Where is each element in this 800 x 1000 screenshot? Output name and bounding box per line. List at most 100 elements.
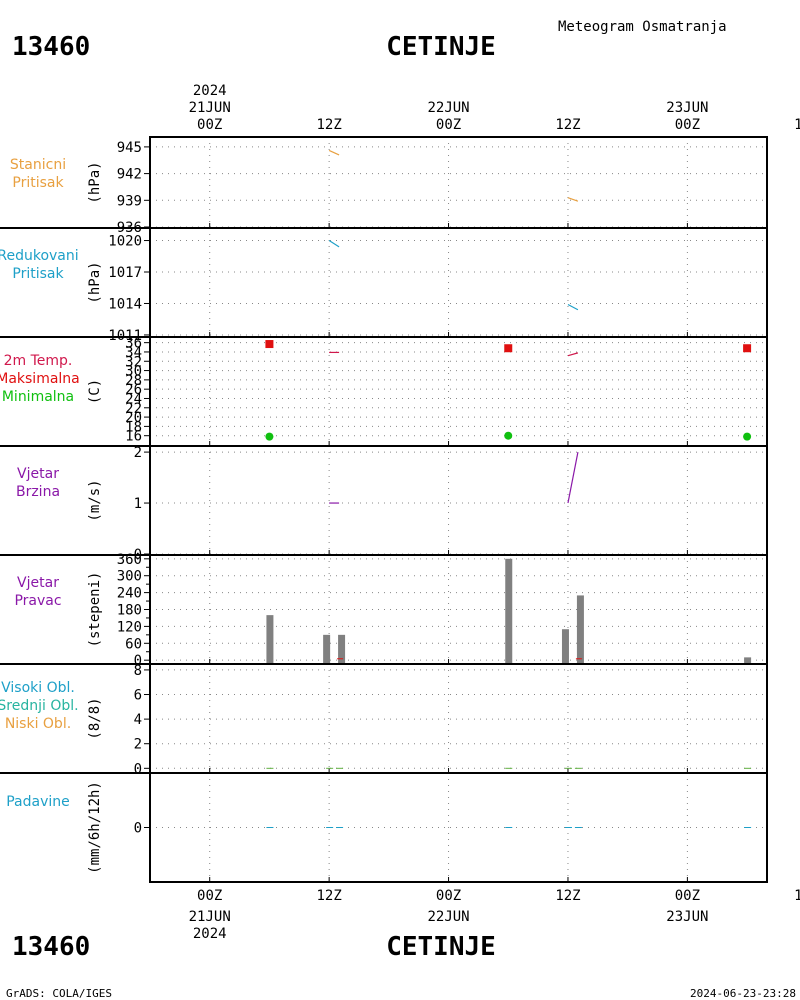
time-tick-bottom: 00Z	[436, 888, 461, 904]
y-tick-label: 1020	[108, 234, 142, 250]
y-tick-label: 22	[125, 401, 142, 417]
panel-label: Niski Obl.	[5, 716, 71, 732]
footer-credit: GrADS: COLA/IGES	[6, 987, 112, 1000]
y-axis-label: (hPa)	[87, 261, 103, 303]
y-tick-label: 939	[117, 193, 142, 209]
date-label-bottom: 22JUN	[427, 909, 469, 925]
panel-label: Visoki Obl.	[1, 680, 75, 696]
direction-bar	[561, 629, 569, 663]
time-tick-top: 00Z	[197, 117, 222, 133]
y-tick-label: 1014	[108, 296, 142, 312]
time-tick-bottom: 12Z	[316, 888, 341, 904]
min-temp-marker	[265, 432, 274, 441]
y-tick-label: 300	[117, 569, 142, 585]
time-tick-bottom: 12Z	[794, 888, 800, 904]
station-name-top: CETINJE	[386, 32, 496, 62]
date-label-bottom: 2024	[193, 926, 227, 942]
station-name-bottom: CETINJE	[386, 932, 496, 962]
panel-label: Srednji Obl.	[0, 698, 79, 714]
panel-label: Vjetar	[17, 575, 59, 591]
time-tick-bottom: 00Z	[675, 888, 700, 904]
time-tick-top: 00Z	[436, 117, 461, 133]
direction-bar	[338, 634, 346, 663]
y-axis-label: (hPa)	[87, 161, 103, 203]
footer-timestamp: 2024-06-23-23:28	[690, 987, 796, 1000]
series-segment	[328, 149, 340, 156]
y-tick-label: 18	[125, 419, 142, 435]
panel-label: Stanicni	[10, 157, 66, 173]
min-temp-marker	[504, 431, 513, 440]
y-tick-label: 2	[134, 445, 142, 461]
y-tick-label: 24	[125, 391, 142, 407]
y-axis-label: (8/8)	[87, 697, 103, 739]
y-axis-label: (m/s)	[87, 479, 103, 521]
station-id-bottom: 13460	[12, 932, 90, 962]
station-id-top: 13460	[12, 32, 90, 62]
series-segment	[567, 352, 579, 357]
panel-label: Pritisak	[12, 266, 64, 282]
y-tick-label: 34	[125, 345, 142, 361]
series-segment	[567, 303, 579, 311]
y-tick-label: 2	[134, 737, 142, 753]
direction-bar	[576, 595, 584, 663]
y-tick-label: 36	[125, 336, 142, 352]
panel-label: Brzina	[16, 484, 60, 500]
max-temp-marker	[504, 344, 513, 353]
y-tick-label: 60	[125, 636, 142, 652]
date-label-top: 21JUN	[189, 100, 231, 116]
time-tick-top: 12Z	[794, 117, 800, 133]
y-tick-label: 30	[125, 364, 142, 380]
date-label-bottom: 21JUN	[189, 909, 231, 925]
direction-bar	[266, 615, 274, 663]
y-tick-label: 28	[125, 373, 142, 389]
date-label-top: 23JUN	[666, 100, 708, 116]
y-axis-label: (stepeni)	[87, 572, 103, 648]
direction-bar	[505, 558, 513, 663]
y-tick-label: 1	[134, 496, 142, 512]
panel-label: Maksimalna	[0, 371, 80, 387]
max-temp-marker	[265, 340, 274, 349]
panel-label: Pritisak	[12, 175, 64, 191]
y-tick-label: 6	[134, 688, 142, 704]
y-axis-label: (mm/6h/12h)	[87, 781, 103, 874]
panel-label: Minimalna	[2, 389, 74, 405]
y-tick-label: 942	[117, 167, 142, 183]
time-tick-bottom: 00Z	[197, 888, 222, 904]
y-tick-label: 120	[117, 619, 142, 635]
date-label-bottom: 23JUN	[666, 909, 708, 925]
panel-label: Vjetar	[17, 466, 59, 482]
y-tick-label: 0	[134, 761, 142, 777]
max-temp-marker	[743, 344, 752, 353]
y-tick-label: 16	[125, 429, 142, 445]
series-segment	[328, 240, 340, 248]
y-tick-label: 1011	[108, 328, 142, 344]
time-tick-top: 00Z	[675, 117, 700, 133]
y-axis-label: (C)	[87, 379, 103, 404]
product-title: Meteogram Osmatranja	[558, 19, 727, 35]
panel-label: Padavine	[6, 794, 70, 810]
y-tick-label: 20	[125, 410, 142, 426]
y-tick-label: 4	[134, 712, 142, 728]
y-tick-label: 0	[134, 653, 142, 669]
series-segment	[567, 197, 579, 202]
y-tick-label: 32	[125, 354, 142, 370]
y-tick-label: 1017	[108, 265, 142, 281]
date-label-top: 2024	[193, 83, 227, 99]
date-label-top: 22JUN	[427, 100, 469, 116]
y-tick-label: 945	[117, 140, 142, 156]
time-tick-top: 12Z	[316, 117, 341, 133]
panel-label: 2m Temp.	[4, 353, 73, 369]
direction-bar	[323, 634, 331, 663]
series-segment	[567, 451, 579, 504]
plot-area: 00Z00Z12Z12Z00Z00Z12Z12Z00Z00Z12Z12Z2024…	[0, 83, 800, 942]
panel-label: Redukovani	[0, 248, 79, 264]
y-tick-label: 8	[134, 663, 142, 679]
min-temp-marker	[743, 432, 752, 441]
y-tick-label: 26	[125, 382, 142, 398]
time-tick-bottom: 12Z	[555, 888, 580, 904]
y-tick-label: 240	[117, 586, 142, 602]
time-tick-top: 12Z	[555, 117, 580, 133]
y-tick-label: 180	[117, 603, 142, 619]
direction-bar	[744, 657, 752, 663]
